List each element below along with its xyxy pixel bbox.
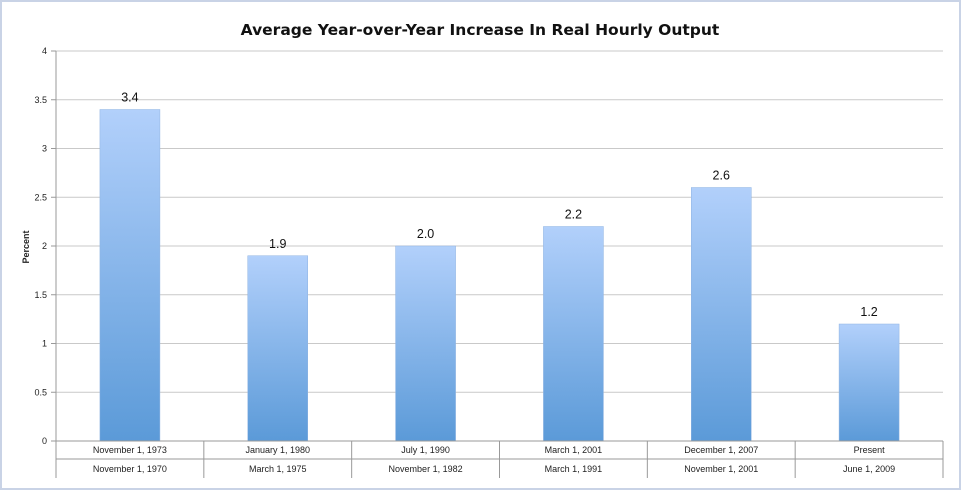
x-category-label-top: July 1, 1990 <box>401 445 450 455</box>
x-category-label-top: Present <box>854 445 886 455</box>
y-tick-label: 2 <box>42 241 47 251</box>
x-category-label-top: November 1, 1973 <box>93 445 167 455</box>
data-label: 2.2 <box>565 208 582 222</box>
data-label: 1.9 <box>269 237 286 251</box>
y-tick-label: 1 <box>42 339 47 349</box>
data-labels: 3.4 1.9 2.0 2.2 2.6 1.2 <box>121 91 878 320</box>
y-tick-label: 0 <box>42 436 47 446</box>
data-label: 2.0 <box>417 227 434 241</box>
bar <box>395 245 456 442</box>
bar <box>838 323 900 442</box>
x-category-label-bottom: November 1, 2001 <box>684 464 758 474</box>
data-label: 3.4 <box>121 91 138 105</box>
data-label: 1.2 <box>860 305 877 319</box>
y-tick-label: 3 <box>42 144 47 154</box>
y-tick-label: 1.5 <box>34 290 47 300</box>
bars <box>99 109 900 442</box>
y-tick-label: 2.5 <box>34 192 47 202</box>
x-category-label-top: December 1, 2007 <box>684 445 758 455</box>
bar <box>99 109 161 442</box>
x-category-label-bottom: November 1, 1970 <box>93 464 167 474</box>
chart-title: Average Year-over-Year Increase In Real … <box>241 21 720 39</box>
bar <box>247 255 308 442</box>
gridlines <box>51 50 943 442</box>
x-axis-category-table: November 1, 1973 November 1, 1970 January … <box>55 440 944 478</box>
x-category-label-bottom: November 1, 1982 <box>389 464 463 474</box>
y-tick-label: 3.5 <box>34 95 47 105</box>
y-tick-label: 4 <box>42 46 47 56</box>
x-category-label-bottom: March 1, 1991 <box>545 464 603 474</box>
bar <box>691 187 752 442</box>
x-category-label-top: March 1, 2001 <box>545 445 603 455</box>
bar <box>543 226 604 442</box>
y-axis-label: Percent <box>21 230 31 263</box>
y-axis-ticks: 0 0.5 1 1.5 2 2.5 3 3.5 4 <box>34 46 47 446</box>
x-category-label-top: January 1, 1980 <box>245 445 310 455</box>
x-category-label-bottom: June 1, 2009 <box>843 464 895 474</box>
y-tick-label: 0.5 <box>34 387 47 397</box>
data-label: 2.6 <box>713 169 730 183</box>
x-category-label-bottom: March 1, 1975 <box>249 464 307 474</box>
